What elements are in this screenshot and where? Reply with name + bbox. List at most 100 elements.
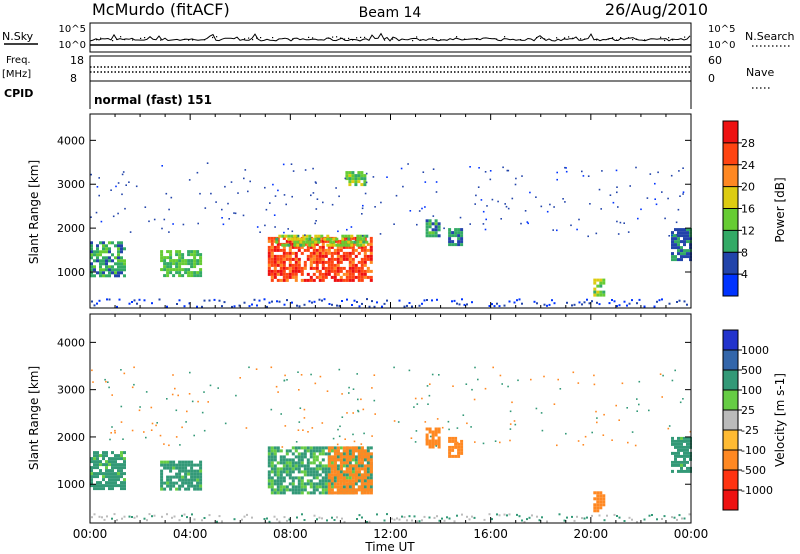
heatmap-cell	[437, 430, 441, 434]
heatmap-cell	[299, 237, 303, 241]
heatmap-cell	[330, 449, 334, 453]
heatmap-cell	[428, 430, 432, 434]
heatmap-cell	[327, 476, 331, 480]
heatmap-cell	[345, 488, 349, 492]
heatmap-cell	[686, 237, 689, 241]
heatmap-cell	[179, 444, 181, 446]
heatmap-cell	[596, 421, 598, 424]
heatmap-cell	[357, 266, 361, 270]
heatmap-cell	[357, 177, 361, 181]
heatmap-cell	[321, 458, 325, 462]
heatmap-cell	[516, 299, 518, 302]
heatmap-cell	[160, 484, 164, 488]
heatmap-cell	[243, 177, 245, 180]
heatmap-cell	[108, 265, 111, 269]
heatmap-cell	[369, 278, 373, 282]
heatmap-cell	[178, 463, 182, 467]
heatmap-cell	[596, 491, 600, 495]
colorbar-tick-label: 20	[741, 181, 755, 194]
heatmap-cell	[268, 301, 271, 304]
heatmap-cell	[291, 479, 295, 483]
heatmap-cell	[181, 475, 185, 479]
heatmap-cell	[181, 253, 185, 257]
heatmap-cell	[686, 466, 689, 470]
heatmap-cell	[90, 173, 92, 176]
heatmap-cell	[339, 425, 341, 428]
heatmap-cell	[676, 301, 678, 303]
heatmap-cell	[344, 240, 348, 244]
heatmap-cell	[178, 478, 182, 482]
heatmap-cell	[178, 299, 181, 302]
heatmap-cell	[99, 481, 102, 485]
heatmap-cell	[345, 482, 349, 486]
heatmap-cell	[318, 275, 322, 279]
heatmap-cell	[354, 467, 358, 471]
heatmap-cell	[102, 475, 105, 479]
heatmap-cell	[111, 265, 114, 269]
heatmap-cell	[276, 269, 280, 273]
heatmap-cell	[460, 240, 464, 244]
heatmap-cell	[686, 303, 688, 306]
heatmap-cell	[190, 250, 194, 254]
heatmap-cell	[300, 245, 304, 249]
heatmap-cell	[273, 275, 277, 279]
heatmap-cell	[178, 460, 182, 464]
heatmap-cell	[356, 237, 360, 241]
heatmap-cell	[386, 513, 388, 516]
heatmap-cell	[546, 210, 549, 213]
heatmap-cell	[270, 236, 274, 240]
heatmap-cell	[99, 253, 102, 257]
heatmap-cell	[484, 387, 487, 390]
heatmap-cell	[169, 466, 173, 470]
heatmap-cell	[629, 185, 631, 187]
heatmap-cell	[503, 513, 506, 516]
heatmap-cell	[518, 298, 521, 301]
heatmap-cell	[193, 274, 197, 278]
heatmap-cell	[351, 479, 355, 483]
heatmap-cell	[114, 268, 117, 272]
beam-title: Beam 14	[359, 5, 422, 21]
heatmap-cell	[233, 212, 235, 214]
heatmap-cell	[499, 441, 501, 444]
heatmap-cell	[357, 278, 361, 282]
heatmap-cell	[309, 452, 313, 456]
heatmap-cell	[401, 515, 403, 518]
heatmap-cell	[341, 237, 345, 241]
nsky-label: N.Sky	[2, 30, 34, 43]
heatmap-cell	[90, 457, 93, 461]
heatmap-cell	[557, 378, 559, 381]
nsearch-point	[140, 37, 142, 39]
heatmap-cell	[477, 186, 480, 188]
heatmap-cell	[600, 208, 602, 210]
heatmap-cell	[276, 482, 280, 486]
heatmap-cell	[279, 467, 283, 471]
heatmap-cell	[93, 259, 96, 263]
heatmap-cell	[363, 455, 367, 459]
heatmap-cell	[197, 222, 199, 225]
heatmap-cell	[184, 463, 188, 467]
heatmap-cell	[336, 251, 340, 255]
heatmap-cell	[208, 514, 211, 517]
heatmap-cell	[677, 436, 680, 440]
heatmap-cell	[357, 467, 361, 471]
x-tick-label: 00:00	[674, 527, 709, 541]
heatmap-cell	[175, 481, 179, 485]
heatmap-cell	[549, 203, 551, 206]
heatmap-cell	[270, 479, 274, 483]
heatmap-cell	[267, 236, 271, 240]
heatmap-cell	[686, 255, 689, 259]
colorbar-tick-label: 4	[741, 268, 748, 281]
heatmap-cell	[333, 263, 337, 267]
heatmap-cell	[428, 445, 432, 449]
heatmap-cell	[351, 278, 355, 282]
heatmap-cell	[369, 488, 373, 492]
heatmap-cell	[318, 461, 322, 465]
heatmap-cell	[99, 268, 102, 272]
heatmap-cell	[117, 472, 120, 476]
heatmap-cell	[471, 301, 473, 304]
heatmap-cell	[96, 472, 99, 476]
heatmap-cell	[583, 517, 586, 520]
heatmap-cell	[303, 488, 307, 492]
heatmap-cell	[263, 298, 266, 301]
heatmap-cell	[411, 305, 413, 308]
